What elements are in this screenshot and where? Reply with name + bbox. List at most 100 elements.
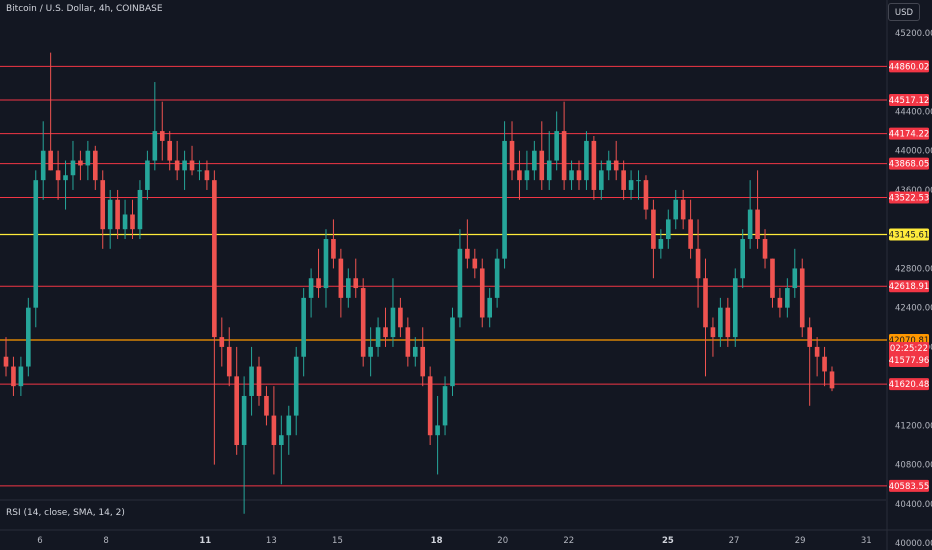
last-price-badge[interactable]: 02:25:22 41577.96 xyxy=(889,342,930,367)
candle[interactable] xyxy=(591,136,597,200)
candle[interactable] xyxy=(26,297,31,377)
candle[interactable] xyxy=(665,209,671,249)
candle[interactable] xyxy=(725,297,731,347)
candle[interactable] xyxy=(524,150,530,190)
candle[interactable] xyxy=(279,415,284,485)
candle[interactable] xyxy=(11,356,16,396)
candle[interactable] xyxy=(353,258,359,298)
price-level-badge[interactable]: 43522.53 xyxy=(889,191,930,204)
candle[interactable] xyxy=(152,82,158,171)
candle[interactable] xyxy=(63,160,68,210)
candle[interactable] xyxy=(561,101,567,190)
candle[interactable] xyxy=(383,307,388,347)
candle[interactable] xyxy=(554,111,559,171)
candle[interactable] xyxy=(3,337,9,377)
candle[interactable] xyxy=(174,140,180,181)
price-level-badge[interactable]: 43868.05 xyxy=(889,157,930,170)
candle[interactable] xyxy=(293,346,299,436)
candle[interactable] xyxy=(442,376,448,436)
candle[interactable] xyxy=(435,395,440,475)
candle[interactable] xyxy=(331,219,336,269)
candle[interactable] xyxy=(643,175,649,220)
candle[interactable] xyxy=(695,219,701,308)
candle[interactable] xyxy=(636,170,641,200)
candle[interactable] xyxy=(569,160,574,190)
candle[interactable] xyxy=(613,140,619,181)
candle[interactable] xyxy=(122,199,128,240)
candle[interactable] xyxy=(375,317,381,357)
candle[interactable] xyxy=(338,248,344,318)
candle[interactable] xyxy=(658,229,664,259)
candle[interactable] xyxy=(85,140,91,181)
candle[interactable] xyxy=(115,189,120,240)
candle[interactable] xyxy=(40,121,46,200)
candle[interactable] xyxy=(427,366,433,446)
candle[interactable] xyxy=(405,317,411,367)
candle[interactable] xyxy=(807,317,812,406)
candle[interactable] xyxy=(360,278,366,367)
candle[interactable] xyxy=(799,258,805,338)
candle[interactable] xyxy=(159,101,165,161)
price-level-badge[interactable]: 44174.22 xyxy=(889,127,930,140)
price-level-badge[interactable]: 44517.12 xyxy=(889,93,930,106)
candle[interactable] xyxy=(740,229,746,289)
candle[interactable] xyxy=(308,268,314,318)
candle[interactable] xyxy=(606,150,612,181)
candle[interactable] xyxy=(673,189,679,230)
candle[interactable] xyxy=(48,52,53,171)
candle[interactable] xyxy=(517,150,522,200)
rsi-indicator-label[interactable]: RSI (14, close, SMA, 14, 2) xyxy=(6,508,125,518)
candle[interactable] xyxy=(219,317,225,367)
candle[interactable] xyxy=(301,288,306,377)
candle[interactable] xyxy=(472,248,478,279)
candle[interactable] xyxy=(487,288,493,328)
candle[interactable] xyxy=(420,327,426,387)
candle[interactable] xyxy=(584,131,589,190)
candle[interactable] xyxy=(286,405,292,455)
candle[interactable] xyxy=(271,386,277,475)
price-level-badge[interactable]: 42618.91 xyxy=(889,280,930,293)
candle[interactable] xyxy=(688,199,693,259)
candle[interactable] xyxy=(137,180,143,240)
candle[interactable] xyxy=(770,258,775,308)
currency-button[interactable]: USD xyxy=(888,3,920,21)
price-level-badge[interactable]: 43145.61 xyxy=(889,228,930,241)
candle[interactable] xyxy=(145,150,150,200)
candle[interactable] xyxy=(100,170,106,249)
candle[interactable] xyxy=(345,268,351,308)
candle[interactable] xyxy=(182,150,187,190)
candle[interactable] xyxy=(777,288,783,318)
candle[interactable] xyxy=(226,327,232,387)
candle[interactable] xyxy=(628,170,634,200)
candle[interactable] xyxy=(457,229,463,328)
candle[interactable] xyxy=(755,170,760,249)
candle[interactable] xyxy=(747,180,753,249)
candle[interactable] xyxy=(55,150,61,200)
candle[interactable] xyxy=(546,131,552,190)
candle[interactable] xyxy=(621,160,626,200)
candle[interactable] xyxy=(718,297,723,347)
candle[interactable] xyxy=(234,346,239,455)
candle[interactable] xyxy=(829,366,835,392)
candle[interactable] xyxy=(167,131,173,171)
candle[interactable] xyxy=(33,170,39,328)
candle[interactable] xyxy=(680,189,686,230)
candle[interactable] xyxy=(241,376,247,514)
candle[interactable] xyxy=(197,160,202,181)
candle[interactable] xyxy=(703,258,708,377)
price-level-badge[interactable]: 40583.55 xyxy=(889,479,930,492)
candle[interactable] xyxy=(398,297,403,338)
candle[interactable] xyxy=(92,145,98,190)
candle[interactable] xyxy=(814,337,820,377)
candle[interactable] xyxy=(509,121,515,181)
candle[interactable] xyxy=(710,317,716,357)
candle[interactable] xyxy=(323,229,329,308)
candle[interactable] xyxy=(576,160,582,190)
candle[interactable] xyxy=(651,199,656,279)
candle[interactable] xyxy=(249,346,254,416)
candle[interactable] xyxy=(532,140,537,181)
candle[interactable] xyxy=(70,140,76,190)
candle[interactable] xyxy=(792,248,798,298)
